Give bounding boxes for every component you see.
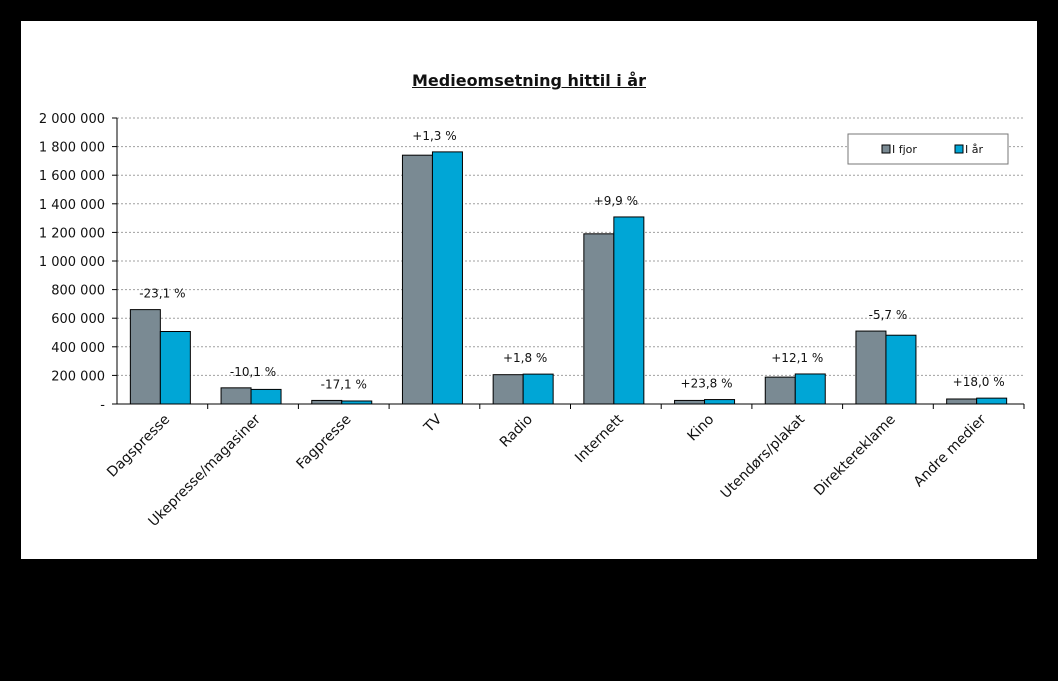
change-label: -17,1 % — [321, 377, 367, 391]
y-tick-label: 1 800 000 — [39, 141, 105, 156]
legend-label: I fjor — [892, 143, 917, 156]
bar-i-ar — [250, 388, 282, 405]
y-tick-label: 400 000 — [51, 341, 105, 356]
bar-i-fjor — [946, 398, 978, 405]
bar-i-ar — [885, 334, 917, 405]
bar-i-fjor — [220, 387, 252, 405]
change-label: +1,8 % — [503, 351, 547, 365]
bar-i-ar — [522, 373, 554, 405]
change-label: +9,9 % — [594, 194, 638, 208]
bar-i-ar — [341, 400, 373, 405]
legend-swatch — [954, 144, 964, 154]
y-tick-label: 200 000 — [51, 369, 105, 384]
bar-i-ar — [704, 399, 736, 405]
legend-swatch — [881, 144, 891, 154]
y-tick-label: 1 400 000 — [39, 198, 105, 213]
x-tick-label: Andre medier — [911, 411, 990, 490]
change-label: +1,3 % — [412, 129, 456, 143]
y-tick-label: 800 000 — [51, 284, 105, 299]
x-tick-label: Dagspresse — [104, 412, 173, 481]
bar-i-ar — [613, 216, 645, 405]
y-tick-label: 1 000 000 — [39, 255, 105, 270]
change-label: +23,8 % — [681, 377, 733, 391]
x-tick-label: Direktereklame — [811, 412, 899, 500]
bar-i-fjor — [129, 309, 161, 405]
legend-label: I år — [965, 143, 983, 156]
x-tick-label: Radio — [497, 412, 536, 451]
bar-i-fjor — [674, 399, 706, 405]
change-label: -10,1 % — [230, 365, 276, 379]
change-label: +12,1 % — [771, 351, 823, 365]
bar-i-fjor — [401, 154, 433, 405]
bar-i-fjor — [583, 233, 615, 405]
y-tick-label: 1 600 000 — [39, 169, 105, 184]
chart-title: Medieomsetning hittil i år — [412, 71, 646, 90]
x-tick-label: Internett — [572, 411, 627, 466]
bar-i-fjor — [855, 330, 887, 405]
x-tick-label: Kino — [684, 412, 717, 445]
bar-i-ar — [159, 330, 191, 405]
legend-box — [847, 133, 1009, 165]
x-tick-label: Fagpresse — [293, 412, 354, 473]
bar-chart: - 200 000 400 000 600 000 800 000 1 000 000 1 … — [39, 112, 1025, 530]
change-label: -5,7 % — [869, 308, 908, 322]
bar-i-ar — [431, 151, 463, 405]
x-tick-label: TV — [420, 411, 445, 436]
bar-i-ar — [794, 373, 826, 405]
y-tick-label: 2 000 000 — [39, 112, 105, 127]
y-tick-label: 1 200 000 — [39, 226, 105, 241]
chart-panel: Medieomsetning hittil i år - 200 000 400 0… — [21, 21, 1037, 559]
bar-i-fjor — [492, 374, 524, 405]
x-tick-label: Utendørs/plakat — [718, 411, 809, 502]
change-label: +18,0 % — [953, 375, 1005, 389]
bar-i-fjor — [764, 376, 796, 405]
change-label: -23,1 % — [139, 287, 185, 301]
bar-i-fjor — [311, 399, 343, 405]
y-tick-label: - — [100, 398, 105, 413]
bar-i-ar — [976, 397, 1008, 405]
y-tick-label: 600 000 — [51, 312, 105, 327]
